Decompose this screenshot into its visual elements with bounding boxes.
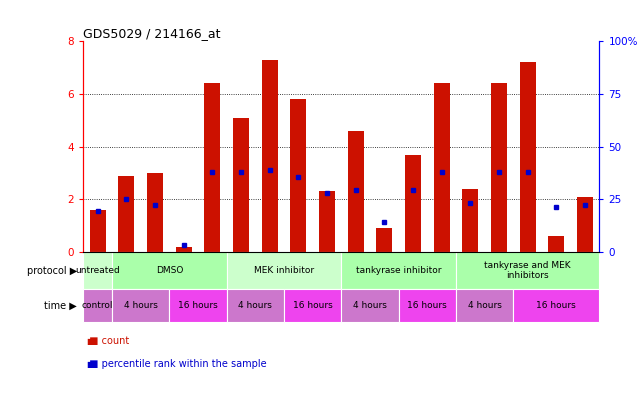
Text: 4 hours: 4 hours	[238, 301, 272, 310]
Bar	[119, 176, 134, 252]
Bar	[204, 83, 221, 252]
Bar	[520, 62, 535, 252]
Bar	[405, 154, 421, 252]
Text: ■ count: ■ count	[83, 336, 129, 346]
Bar	[176, 247, 192, 252]
Text: GDS5029 / 214166_at: GDS5029 / 214166_at	[83, 27, 221, 40]
Text: protocol ▶: protocol ▶	[27, 266, 77, 276]
Bar	[233, 118, 249, 252]
Text: MEK inhibitor: MEK inhibitor	[254, 266, 314, 275]
Bar	[90, 210, 106, 252]
Bar	[169, 290, 227, 322]
Text: 16 hours: 16 hours	[293, 301, 333, 310]
Bar	[577, 196, 593, 252]
Text: time ▶: time ▶	[44, 301, 77, 311]
Bar	[456, 252, 599, 290]
Bar	[112, 290, 169, 322]
Text: 4 hours: 4 hours	[353, 301, 387, 310]
Bar	[319, 191, 335, 252]
Bar	[227, 290, 284, 322]
Bar	[376, 228, 392, 252]
Text: 4 hours: 4 hours	[124, 301, 158, 310]
Bar	[262, 60, 278, 252]
Text: DMSO: DMSO	[156, 266, 183, 275]
Text: ■: ■	[87, 360, 94, 369]
Text: ■ percentile rank within the sample: ■ percentile rank within the sample	[83, 360, 267, 369]
Bar	[227, 252, 341, 290]
Text: untreated: untreated	[75, 266, 120, 275]
Bar	[399, 290, 456, 322]
Bar	[341, 290, 399, 322]
Bar	[491, 83, 507, 252]
Bar	[341, 252, 456, 290]
Text: 4 hours: 4 hours	[468, 301, 502, 310]
Bar	[112, 252, 227, 290]
Text: tankyrase and MEK
inhibitors: tankyrase and MEK inhibitors	[485, 261, 571, 281]
Bar	[290, 99, 306, 252]
Bar	[549, 236, 564, 252]
Bar	[83, 252, 112, 290]
Bar	[83, 290, 112, 322]
Bar	[456, 290, 513, 322]
Bar	[284, 290, 341, 322]
Bar	[147, 173, 163, 252]
Bar	[462, 189, 478, 252]
Text: ■: ■	[87, 337, 94, 346]
Text: tankyrase inhibitor: tankyrase inhibitor	[356, 266, 442, 275]
Text: control: control	[82, 301, 113, 310]
Bar	[513, 290, 599, 322]
Bar	[348, 131, 363, 252]
Text: 16 hours: 16 hours	[537, 301, 576, 310]
Text: 16 hours: 16 hours	[178, 301, 218, 310]
Bar	[434, 83, 449, 252]
Text: 16 hours: 16 hours	[408, 301, 447, 310]
